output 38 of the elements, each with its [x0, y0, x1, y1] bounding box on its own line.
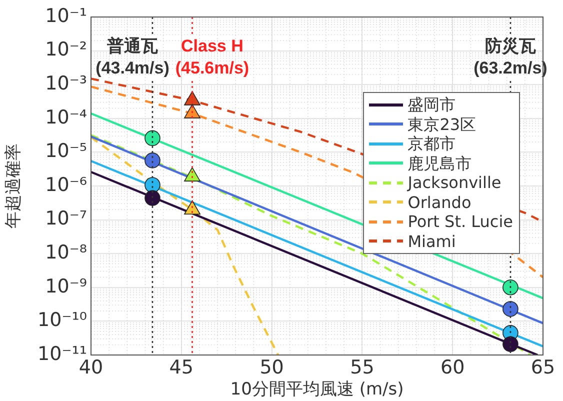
ref-line-label: 普通瓦 (43.4m/s): [96, 36, 170, 78]
y-tick-label: 10⁻⁴: [45, 106, 88, 128]
point: [502, 280, 518, 296]
point: [502, 336, 518, 352]
y-tick-label: 10⁻⁶: [45, 174, 87, 196]
y-tick-label: 10⁻⁷: [45, 208, 87, 230]
point: [184, 91, 200, 106]
legend-label: 京都市: [408, 134, 456, 154]
point: [144, 152, 160, 168]
line-series: [91, 136, 280, 355]
legend-label: Miami: [408, 232, 456, 251]
y-tick-label: 10⁻⁹: [45, 275, 87, 298]
y-tick-label: 10⁻¹⁰: [38, 309, 87, 332]
point: [184, 104, 200, 118]
legend-label: 東京23区: [408, 114, 476, 134]
legend-label: Orlando: [408, 192, 472, 212]
y-tick-label: 10⁻⁸: [45, 242, 87, 264]
legend-label: Port St. Lucie: [408, 212, 513, 232]
point: [502, 301, 518, 317]
legend-label: 盛岡市: [408, 95, 456, 114]
x-tick-label: 45: [169, 356, 194, 378]
x-tick-label: 60: [440, 356, 465, 378]
y-tick-label: 10⁻³: [45, 72, 87, 95]
x-tick-label: 65: [530, 356, 556, 378]
ref-line-label: Class H (45.6m/s): [175, 36, 250, 78]
x-tick-label: 50: [260, 356, 284, 378]
legend-label: 鹿児島市: [408, 154, 472, 173]
point: [144, 190, 160, 206]
x-axis-title: 10分間平均風速 (m/s): [230, 379, 404, 400]
point: [184, 167, 200, 182]
y-axis-title: 年超過確率: [3, 144, 24, 228]
line-series: [91, 134, 532, 355]
x-tick-label: 55: [350, 356, 374, 378]
y-tick-label: 10⁻¹: [45, 4, 87, 27]
legend-label: Jacksonville: [408, 173, 502, 192]
point: [184, 200, 200, 215]
y-tick-label: 10⁻⁵: [45, 140, 87, 162]
y-tick-label: 10⁻²: [45, 38, 87, 61]
